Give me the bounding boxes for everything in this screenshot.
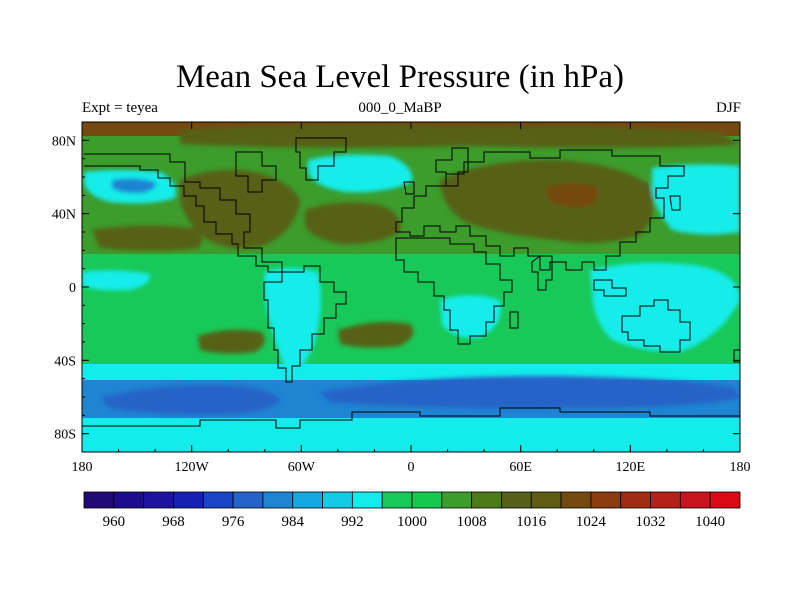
- arctic-high: [180, 124, 740, 148]
- indian-ocean-low: [590, 262, 740, 352]
- colorbar-box: [202, 491, 234, 509]
- lon-tick-label: 60W: [288, 460, 316, 475]
- coast-africa: [395, 237, 513, 345]
- southern-low-east: [320, 375, 740, 409]
- north-pacific-low-east: [652, 164, 740, 235]
- colorbar-box: [501, 491, 532, 509]
- lon-tick-label: 120E: [616, 460, 646, 475]
- colorbar-box: [292, 491, 323, 509]
- south-pacific-high: [198, 329, 265, 354]
- colorbar-label: 1032: [636, 514, 666, 530]
- pressure-field: [82, 122, 740, 452]
- colorbar-label: 968: [162, 514, 185, 530]
- coast-madagascar: [509, 311, 519, 329]
- colorbar-box: [441, 491, 473, 509]
- lon-tick-label: 180: [730, 460, 751, 475]
- lon-tick-label: 120W: [175, 460, 210, 475]
- colorbar-box: [113, 491, 145, 509]
- coast-eurasia: [395, 149, 685, 271]
- colorbar-box: [620, 491, 651, 509]
- colorbar-box: [709, 491, 741, 509]
- colorbar-label: 976: [222, 514, 245, 530]
- colorbar-box: [322, 491, 353, 509]
- coast-british-isles: [403, 181, 415, 195]
- lat-tick-label: 40S: [54, 354, 76, 369]
- coast-new-zealand: [733, 349, 740, 363]
- colorbar-box: [173, 491, 204, 509]
- coast-south-america: [263, 265, 347, 383]
- colorbar-label: 992: [341, 514, 364, 530]
- colorbar-label: 1024: [576, 514, 607, 530]
- coast-indonesia: [593, 279, 627, 297]
- colorbar-box: [679, 491, 711, 509]
- map-title: Mean Sea Level Pressure (in hPa): [175, 59, 625, 95]
- southern-low-west: [100, 385, 280, 415]
- time-label: 000_0_MaBP: [358, 100, 442, 116]
- coast-arctic-islands: [235, 151, 277, 193]
- amazon-low: [264, 268, 321, 380]
- coast-scandinavia: [435, 147, 469, 187]
- colorbar-box: [262, 491, 294, 509]
- colorbar-label: 984: [281, 514, 304, 530]
- colorbar-box: [411, 491, 443, 509]
- colorbar-label: 1008: [457, 514, 487, 530]
- colorbar-box: [232, 491, 264, 509]
- colorbar-box: [530, 491, 562, 509]
- colorbar-label: 960: [103, 514, 126, 530]
- colorbar-box: [83, 491, 115, 509]
- colorbar-box: [381, 491, 413, 509]
- siberian-high: [440, 159, 654, 244]
- north-atlantic-high: [180, 169, 300, 249]
- coast-south-asia: [531, 255, 553, 291]
- colorbar-label: 1000: [397, 514, 427, 530]
- lat-tick-label: 80S: [54, 428, 76, 443]
- coast-japan: [669, 195, 681, 211]
- coast-north-america: [84, 153, 283, 273]
- colorbar-label: 1040: [695, 514, 725, 530]
- south-atlantic-high: [338, 322, 414, 348]
- coastlines: [82, 137, 740, 429]
- longitude-axis: 180 120W 60W 0 60E 120E 180: [72, 122, 751, 475]
- colorbar-box: [560, 491, 592, 509]
- lat-tick-label: 80N: [52, 134, 76, 149]
- lat-tick-label: 0: [69, 281, 76, 296]
- colorbar-box: [650, 491, 681, 509]
- lon-tick-label: 180: [72, 460, 93, 475]
- coast-antarctica: [82, 407, 740, 429]
- colorbar-box: [471, 491, 502, 509]
- lat-tick-label: 40N: [52, 208, 76, 223]
- lon-tick-label: 0: [408, 460, 415, 475]
- aleutian-low-core: [112, 178, 156, 194]
- siberian-high-core: [545, 183, 598, 207]
- coast-australia: [621, 299, 691, 353]
- colorbar-box: [143, 491, 174, 509]
- pacific-tropical-low: [82, 270, 151, 291]
- season-label: DJF: [715, 100, 741, 116]
- colorbar: 960 968 976 984 992 1000 1008 1016 1024 1032 1040: [83, 491, 741, 530]
- lon-tick-label: 60E: [509, 460, 532, 475]
- colorbar-box: [351, 491, 383, 509]
- colorbar-box: [590, 491, 622, 509]
- central-north-high: [305, 202, 401, 245]
- experiment-label: Expt = teyea: [82, 100, 158, 116]
- coast-greenland: [295, 137, 347, 181]
- pacific-subtropical-high: [92, 225, 203, 251]
- latitude-axis: 80N 40N 0 40S 80S: [52, 134, 740, 443]
- colorbar-label: 1016: [516, 514, 547, 530]
